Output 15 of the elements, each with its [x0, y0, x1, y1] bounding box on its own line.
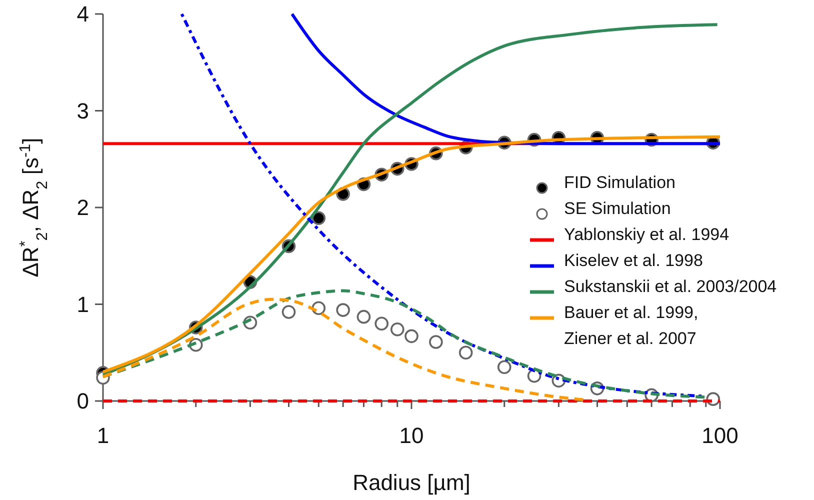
legend-label: FID Simulation [564, 173, 676, 192]
y-tick-label: 1 [76, 292, 89, 317]
x-tick-label: 1 [96, 423, 110, 448]
legend-label: Bauer et al. 1999, Ziener et al. 2007 [564, 303, 698, 348]
y-tick-label: 3 [76, 98, 89, 124]
legend-label: Kiselev et al. 1998 [564, 251, 703, 270]
legend-label: Sukstanskii et al. 2003/2004 [564, 277, 777, 296]
x-tick-label: 10 [399, 423, 424, 448]
y-tick-label: 2 [76, 195, 89, 220]
y-tick-label: 0 [76, 388, 89, 414]
x-axis-title: Radius [µm] [352, 470, 470, 495]
x-tick-label: 100 [702, 423, 738, 448]
legend-label: Yablonskiy et al. 1994 [564, 225, 730, 244]
y-tick-label: 4 [76, 2, 89, 27]
legend-label: SE Simulation [564, 199, 671, 218]
